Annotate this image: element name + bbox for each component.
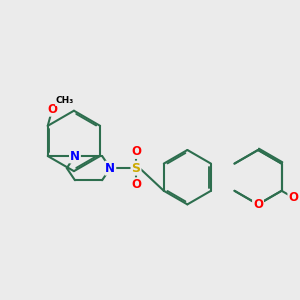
Text: CH₃: CH₃: [56, 96, 74, 105]
Text: N: N: [70, 149, 80, 163]
Text: O: O: [131, 178, 141, 191]
Text: N: N: [105, 162, 115, 175]
Text: O: O: [288, 191, 298, 204]
Text: O: O: [131, 145, 141, 158]
Text: O: O: [47, 103, 57, 116]
Text: S: S: [131, 162, 140, 175]
Text: O: O: [253, 198, 263, 211]
